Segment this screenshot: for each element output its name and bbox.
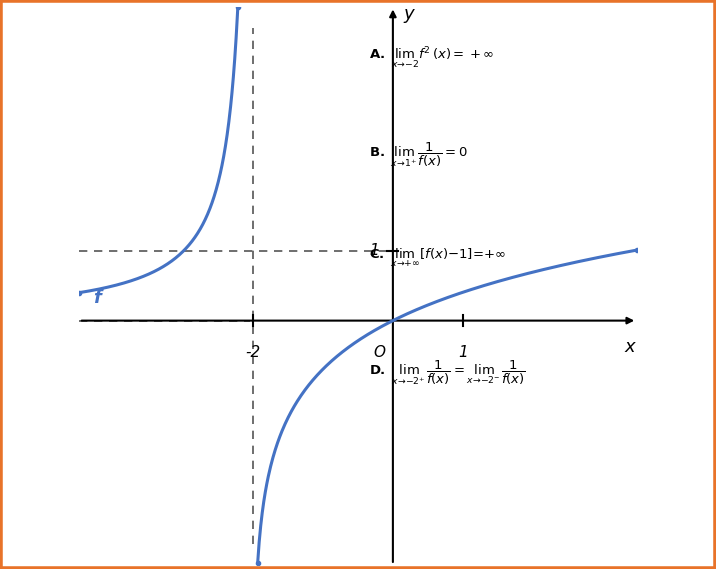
Text: f: f — [93, 289, 101, 307]
Text: y: y — [403, 5, 414, 23]
Text: -2: -2 — [246, 345, 261, 360]
Text: 1: 1 — [369, 244, 379, 258]
Text: $\mathbf{C.}$ $\lim_{x \to +\infty} [f(x)-1] = +\infty$: $\mathbf{C.}$ $\lim_{x \to +\infty} [f(x… — [369, 246, 506, 269]
Text: $\mathbf{B.}$ $\lim_{x \to 1^+} \dfrac{1}{f(x)} = 0$: $\mathbf{B.}$ $\lim_{x \to 1^+} \dfrac{1… — [369, 141, 468, 169]
Text: $\mathbf{D.}$ $\lim_{x \to -2^+} \dfrac{1}{f(x)} = \lim_{x \to -2^-} \dfrac{1}{f: $\mathbf{D.}$ $\lim_{x \to -2^+} \dfrac{… — [369, 358, 526, 387]
Text: 1: 1 — [458, 345, 468, 360]
Text: $\mathbf{A.}$ $\lim_{x \to -2} f^2(x) = +\infty$: $\mathbf{A.}$ $\lim_{x \to -2} f^2(x) = … — [369, 46, 495, 71]
Text: O: O — [373, 345, 385, 360]
Text: x: x — [625, 338, 635, 356]
